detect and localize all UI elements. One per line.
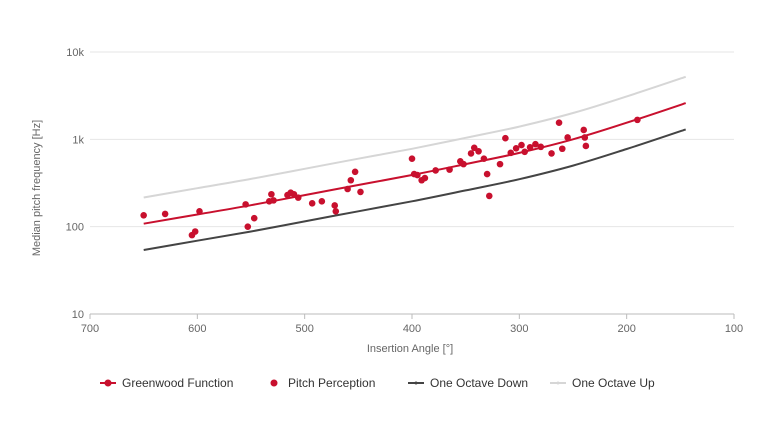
legend-item-one-octave-up[interactable]: One Octave Up xyxy=(550,376,655,390)
y-tick-label: 100 xyxy=(66,222,84,234)
legend-item-greenwood-function[interactable]: Greenwood Function xyxy=(100,376,233,390)
data-point xyxy=(140,211,147,219)
legend-symbol-marker xyxy=(104,379,112,387)
data-point xyxy=(347,176,355,184)
data-point xyxy=(344,185,351,193)
data-point xyxy=(521,148,528,156)
data-point xyxy=(496,160,504,168)
data-point xyxy=(244,223,252,230)
y-tick-label: 1k xyxy=(72,134,84,146)
legend-symbol-marker xyxy=(414,381,418,385)
data-point xyxy=(532,140,539,148)
series-line xyxy=(143,102,687,225)
series-greenwood-function xyxy=(143,102,687,225)
series-line xyxy=(143,128,687,251)
x-tick-label: 300 xyxy=(510,323,528,335)
y-axis-title: Median pitch frequency [Hz] xyxy=(31,120,43,256)
x-axis-title: Insertion Angle [°] xyxy=(367,343,453,355)
data-point xyxy=(634,116,641,124)
data-point xyxy=(582,142,590,150)
y-tick-label: 10 xyxy=(72,309,84,321)
data-point xyxy=(351,168,359,176)
legend-label: Greenwood Function xyxy=(122,376,233,390)
x-tick-label: 200 xyxy=(617,323,635,335)
data-point xyxy=(480,155,488,163)
data-point xyxy=(331,202,339,209)
data-point xyxy=(512,144,520,152)
x-tick-label: 100 xyxy=(725,323,743,335)
data-point xyxy=(414,171,421,179)
data-point xyxy=(294,194,302,201)
data-point xyxy=(242,201,249,208)
data-point xyxy=(191,228,199,235)
data-point xyxy=(196,207,203,215)
data-point xyxy=(408,155,416,163)
series-one-octave-down xyxy=(143,128,687,251)
legend: Greenwood Function Pitch Perception One Oc… xyxy=(100,376,655,390)
legend-label: Pitch Perception xyxy=(288,376,375,390)
series-line xyxy=(143,75,687,199)
data-point xyxy=(580,126,588,134)
data-point xyxy=(460,160,467,168)
data-point xyxy=(483,170,491,178)
data-point xyxy=(475,147,482,155)
series-pitch-perception xyxy=(140,116,641,239)
data-point xyxy=(467,150,475,157)
data-point xyxy=(564,134,571,141)
data-point xyxy=(555,119,563,127)
legend-symbol-marker xyxy=(270,379,278,387)
data-point xyxy=(558,145,566,153)
x-tick-label: 500 xyxy=(295,323,313,335)
x-axis: 700 600 500 400 300 200 100 xyxy=(81,314,743,335)
data-point xyxy=(421,174,429,182)
y-tick-label: 10k xyxy=(66,47,84,59)
data-point xyxy=(270,197,277,204)
legend-symbol-marker xyxy=(556,381,560,385)
data-point xyxy=(332,207,340,215)
data-point xyxy=(432,167,439,174)
y-axis: 10 100 1k 10k xyxy=(66,47,85,321)
data-point xyxy=(318,198,326,205)
data-point xyxy=(485,192,493,200)
data-point xyxy=(518,141,525,149)
data-point xyxy=(548,150,555,157)
data-point xyxy=(268,190,275,198)
data-point xyxy=(581,134,589,141)
x-tick-label: 600 xyxy=(188,323,206,335)
x-tick-label: 400 xyxy=(403,323,421,335)
legend-label: One Octave Up xyxy=(572,376,655,390)
data-point xyxy=(502,134,509,142)
data-point xyxy=(507,149,515,157)
data-point xyxy=(250,214,258,222)
grid xyxy=(90,51,734,315)
data-point xyxy=(526,144,534,151)
data-point xyxy=(308,200,316,207)
x-tick-label: 700 xyxy=(81,323,99,335)
data-point xyxy=(357,188,364,196)
data-point xyxy=(161,210,169,218)
legend-item-one-octave-down[interactable]: One Octave Down xyxy=(408,376,528,390)
series-layer xyxy=(140,75,687,251)
data-point xyxy=(537,143,545,151)
legend-label: One Octave Down xyxy=(430,376,528,390)
series-one-octave-up xyxy=(143,75,687,199)
legend-item-pitch-perception[interactable]: Pitch Perception xyxy=(270,376,376,390)
data-point xyxy=(446,166,453,173)
